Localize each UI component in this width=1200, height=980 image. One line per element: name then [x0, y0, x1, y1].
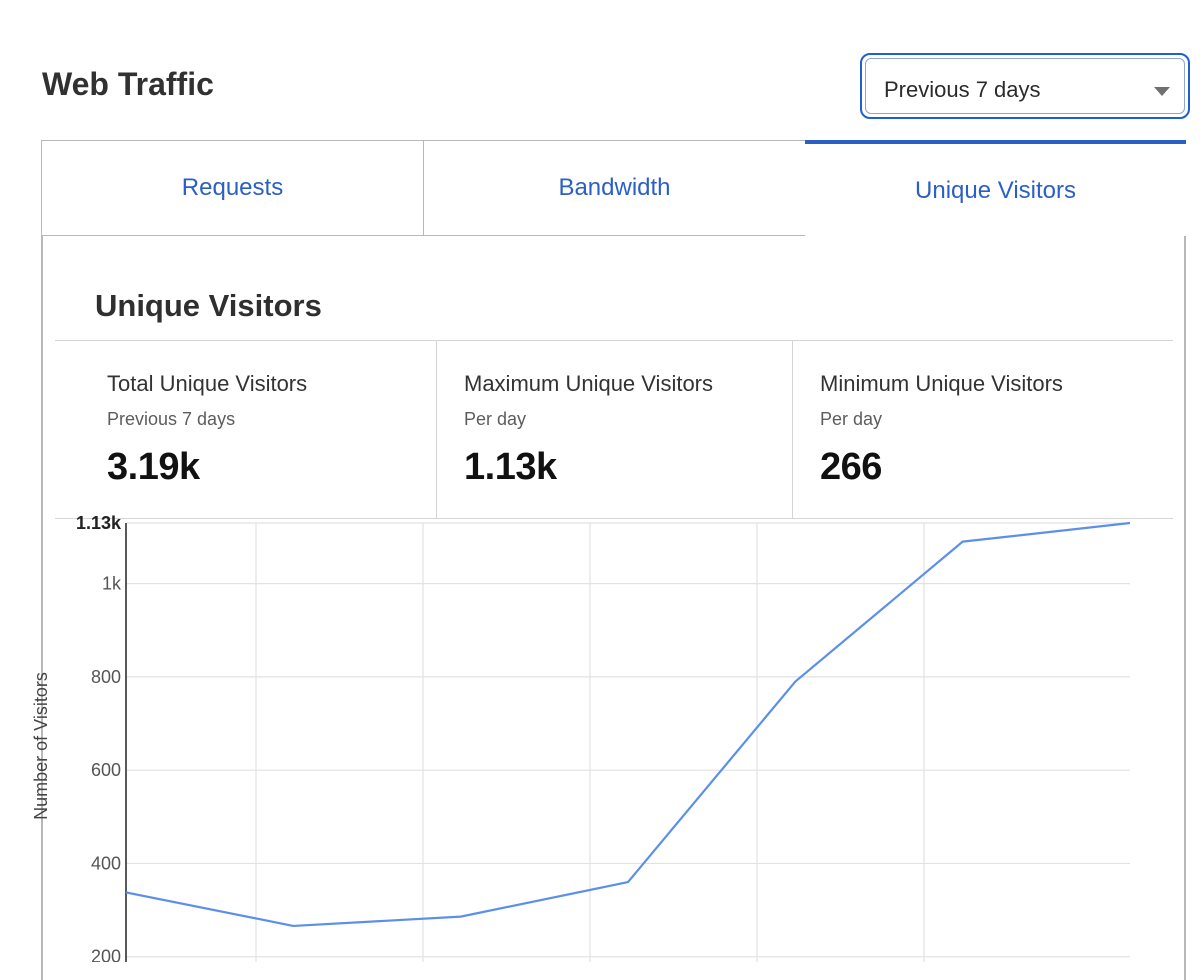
y-tick-label: 800: [91, 667, 121, 687]
y-tick-label: 1.13k: [76, 513, 122, 533]
y-axis-label: Number of Visitors: [31, 672, 51, 820]
y-tick-label: 600: [91, 760, 121, 780]
y-tick-label: 200: [91, 947, 121, 962]
y-tick-label: 1k: [102, 574, 122, 594]
y-tick-label: 400: [91, 853, 121, 873]
